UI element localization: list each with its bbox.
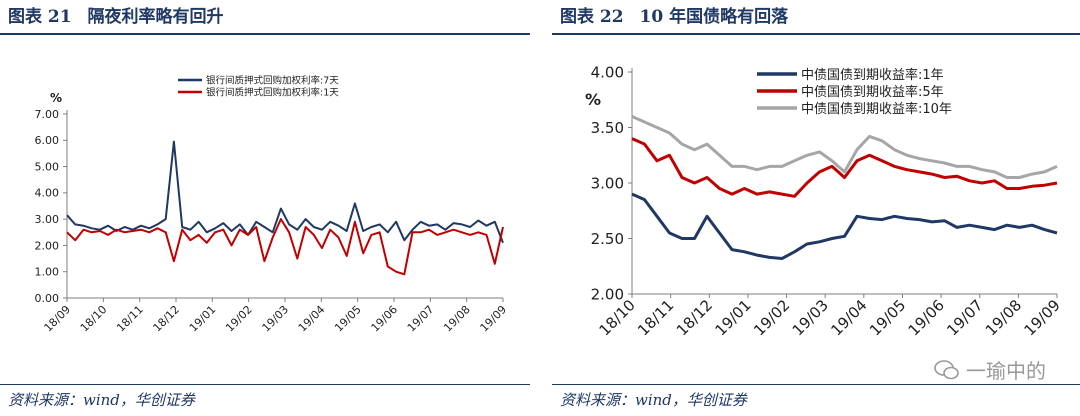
x-tick-label: 18/12 bbox=[151, 303, 183, 335]
wechat-icon bbox=[934, 359, 959, 379]
source-rule bbox=[0, 384, 530, 385]
x-tick-label: 19/06 bbox=[369, 303, 401, 335]
x-tick-label: 19/08 bbox=[441, 303, 473, 335]
y-tick-label: 3.00 bbox=[35, 213, 60, 226]
y-tick-label: 3.00 bbox=[591, 174, 624, 192]
series-line-2 bbox=[66, 218, 504, 276]
y-tick-label: 4.00 bbox=[35, 187, 60, 200]
source-rule bbox=[552, 384, 1080, 385]
series-line-3 bbox=[631, 115, 1058, 179]
line-chart-bond-yields: 2.002.503.003.504.00%18/1018/1118/1219/0… bbox=[585, 63, 1064, 339]
unit-label: % bbox=[585, 90, 601, 109]
unit-label: % bbox=[50, 91, 62, 105]
watermark-text: 一瑜中的 bbox=[966, 359, 1046, 383]
series-line-1 bbox=[66, 140, 504, 244]
x-tick-label: 19/01 bbox=[711, 296, 754, 339]
figure-title: 图表 22 10 年国债略有回落 bbox=[560, 2, 798, 32]
x-tick-label: 19/08 bbox=[982, 296, 1025, 339]
x-tick-label: 19/05 bbox=[332, 303, 364, 335]
x-tick-label: 19/03 bbox=[260, 303, 292, 335]
series-line-1 bbox=[631, 192, 1058, 260]
x-tick-label: 19/04 bbox=[296, 303, 328, 335]
x-tick-label: 19/04 bbox=[827, 296, 870, 339]
legend-label: 中债国债到期收益率:1年 bbox=[801, 67, 944, 83]
x-tick-label: 19/07 bbox=[943, 296, 986, 339]
legend-label: 中债国债到期收益率:10年 bbox=[801, 101, 952, 117]
x-tick-label: 19/02 bbox=[223, 303, 255, 335]
source-note: 资料来源：wind，华创证券 bbox=[560, 391, 747, 409]
legend-label: 银行间质押式回购加权利率:1天 bbox=[206, 87, 339, 99]
x-tick-label: 19/03 bbox=[789, 296, 832, 339]
y-tick-label: 1.00 bbox=[35, 266, 60, 279]
x-tick-label: 18/11 bbox=[634, 296, 677, 339]
y-tick-label: 7.00 bbox=[35, 108, 60, 121]
figure-panel-21: 图表 21 隔夜利率略有回升 0.00 1.00 2.00 3.00 4.00 5.00 6… bbox=[0, 0, 530, 416]
legend-label: 银行间质押式回购加权利率:7天 bbox=[206, 75, 339, 87]
y-tick-label: 2.50 bbox=[591, 230, 624, 248]
line-chart-overnight-rates: 0.001.002.003.004.005.006.007.00%18/09 18… bbox=[35, 75, 510, 335]
figure-label: 图表 22 bbox=[560, 7, 624, 27]
x-tick-label: 19/01 bbox=[187, 303, 219, 335]
x-tick-label: 18/11 bbox=[114, 303, 146, 335]
source-note: 资料来源：wind，华创证券 bbox=[8, 391, 195, 409]
x-tick-label: 19/07 bbox=[405, 303, 437, 335]
figure-label: 图表 21 bbox=[8, 7, 72, 27]
title-rule bbox=[0, 33, 530, 35]
figure-heading: 隔夜利率略有回升 bbox=[87, 7, 224, 27]
y-tick-label: 4.00 bbox=[591, 63, 624, 81]
title-rule bbox=[552, 33, 1080, 35]
x-tick-label: 19/09 bbox=[478, 303, 510, 335]
y-tick-label: 2.00 bbox=[591, 285, 624, 303]
watermark: 一瑜中的 bbox=[934, 355, 1046, 384]
figure-panel-22: 图表 22 10 年国债略有回落 2.00 2.50 3.00 3.50 4.00% 18… bbox=[552, 0, 1080, 416]
legend-label: 中债国债到期收益率:5年 bbox=[801, 84, 944, 100]
x-tick-label: 19/09 bbox=[1021, 296, 1064, 339]
y-tick-label: 2.00 bbox=[35, 239, 60, 252]
y-tick-label: 0.00 bbox=[35, 292, 60, 305]
x-tick-label: 18/10 bbox=[78, 303, 110, 335]
x-tick-label: 19/06 bbox=[905, 296, 948, 339]
figure-heading: 10 年国债略有回落 bbox=[639, 7, 789, 27]
series-line-2 bbox=[631, 137, 1058, 198]
y-tick-label: 5.00 bbox=[35, 160, 60, 173]
x-tick-label: 19/02 bbox=[750, 296, 793, 339]
y-tick-label: 3.50 bbox=[591, 119, 624, 137]
x-tick-label: 18/09 bbox=[42, 303, 74, 335]
y-tick-label: 6.00 bbox=[35, 134, 60, 147]
x-tick-label: 18/12 bbox=[673, 296, 716, 339]
figure-title: 图表 21 隔夜利率略有回升 bbox=[8, 2, 234, 32]
x-tick-label: 19/05 bbox=[866, 296, 909, 339]
